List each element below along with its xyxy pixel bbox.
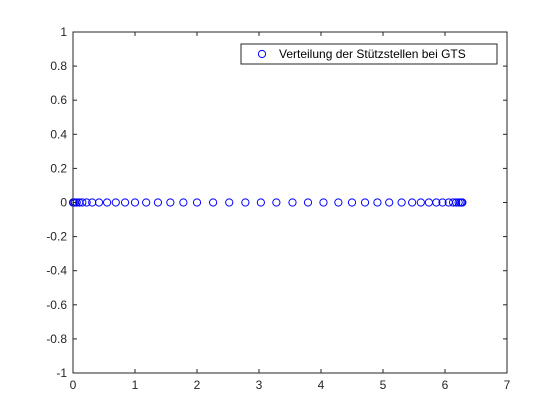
legend-box [240,43,498,65]
data-point [94,198,104,207]
data-point [78,198,87,207]
y-tick-label: -1 [56,366,67,380]
data-point [334,198,343,207]
data-point [256,198,265,207]
data-point [225,198,234,207]
data-point [347,198,357,207]
data-point [120,198,130,207]
data-point [303,198,313,207]
data-point [432,198,441,207]
data-point [416,198,425,207]
y-tick-label: -0.8 [46,332,67,346]
x-tick-label: 4 [318,378,325,392]
y-tick-label: -0.4 [46,264,67,278]
data-point [82,198,91,207]
y-tick-label: 1 [60,25,67,39]
y-tick-label: 0 [60,196,67,210]
x-tick-label: 7 [504,378,511,392]
data-point [241,198,250,207]
data-points [68,198,467,207]
x-tick-label: 1 [132,378,139,392]
x-tick-label: 5 [380,378,387,392]
data-point [272,198,281,207]
data-point [385,198,394,207]
data-point [458,198,467,207]
x-tick-label: 0 [70,378,77,392]
legend-label: Verteilung der Stützstellen bei GTS [279,47,466,61]
y-tick-label: 0.2 [50,161,67,175]
legend: Verteilung der Stützstellen bei GTS [240,43,498,65]
plot-area [73,32,507,373]
y-tick-label: 0.6 [50,93,67,107]
y-tick-label: 0.4 [50,127,67,141]
y-tick-label: -0.2 [46,230,67,244]
data-point [397,198,406,207]
y-tick-label: -0.6 [46,298,67,312]
data-point [179,198,188,207]
data-point [408,198,417,207]
data-point [130,198,140,207]
axes-box [72,31,508,374]
data-point [111,198,120,207]
data-point [373,198,382,207]
x-tick-label: 6 [442,378,449,392]
x-tick-label: 3 [256,378,263,392]
legend-marker [257,49,267,59]
data-point [438,198,447,207]
data-point [142,198,151,207]
data-point [103,198,112,207]
x-axis-ticks: 0 1 2 3 4 5 6 7 [70,32,511,392]
data-point [360,198,370,207]
data-point [288,198,297,207]
data-point [319,198,328,207]
data-point [192,198,202,207]
data-point [153,198,163,207]
y-tick-label: 0.8 [50,59,67,73]
data-point [166,198,175,207]
data-point [452,198,461,207]
data-point [209,198,218,207]
x-tick-label: 2 [194,378,201,392]
